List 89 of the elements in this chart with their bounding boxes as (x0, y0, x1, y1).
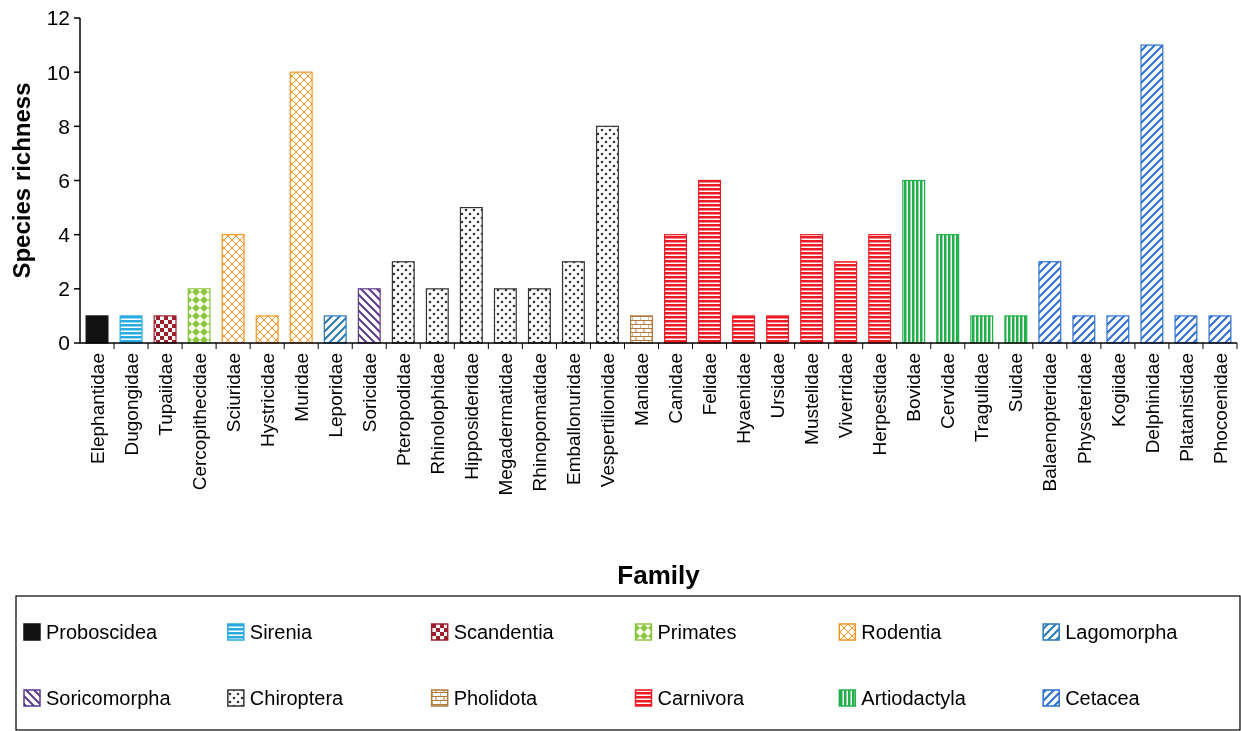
x-tick-label: Balaenopteridae (1039, 353, 1061, 492)
legend-label: Scandentia (453, 621, 555, 643)
bar (255, 315, 279, 344)
bar (1140, 44, 1164, 344)
bar (323, 315, 347, 344)
x-tick-label: Hystricidae (256, 353, 278, 447)
x-tick-label: Hipposideridae (460, 353, 482, 480)
bar (664, 234, 687, 344)
x-tick-label: Hyaenidae (733, 353, 755, 444)
bar (119, 315, 143, 344)
x-tick-label: Bovidae (903, 353, 925, 422)
bar (630, 315, 653, 344)
y-tick-label: 6 (58, 168, 70, 192)
bar (732, 315, 756, 344)
x-tick-label: Tupaiidae (154, 353, 176, 436)
legend-label: Soricomorpha (46, 687, 172, 709)
x-tick-label: Suidae (1005, 353, 1027, 413)
x-tick-label: Platanistidae (1175, 353, 1197, 462)
bar (1072, 315, 1096, 344)
x-tick-label: Soricidae (358, 353, 380, 433)
legend-label: Cetacea (1065, 687, 1141, 709)
x-tick-label: Felidae (699, 353, 721, 416)
legend-label: Proboscidea (46, 621, 159, 643)
legend-label: Rodentia (861, 621, 943, 643)
bar (766, 315, 790, 344)
legend-label: Primates (657, 621, 737, 643)
legend-label: Lagomorpha (1065, 621, 1179, 643)
x-tick-label: Rhinolophidae (426, 353, 448, 475)
legend-label: Chiroptera (249, 687, 345, 709)
bar (1106, 315, 1130, 344)
y-axis-title: Species richness (8, 82, 35, 279)
x-tick-label: Muridae (290, 353, 312, 422)
bar (493, 288, 517, 344)
x-axis-title: Family (617, 560, 701, 590)
bar (1174, 315, 1198, 344)
x-tick-label: Megadermatidae (495, 353, 517, 496)
x-tick-label: Emballonuridae (563, 353, 585, 486)
x-tick-label: Ursidae (767, 353, 789, 419)
y-tick-label: 0 (58, 331, 70, 355)
legend-label: Sirenia (249, 621, 313, 643)
bar (595, 125, 619, 344)
x-tick-label: Phocoenidae (1209, 353, 1231, 464)
bar (425, 288, 449, 344)
bar (970, 315, 994, 344)
bar (1208, 315, 1232, 344)
x-tick-label: Canidae (665, 353, 687, 424)
legend-label: Artiodactyla (861, 687, 967, 709)
x-tick-label: Viverridae (835, 353, 857, 439)
y-tick-label: 2 (58, 277, 70, 301)
x-tick-label: Pteropodidae (392, 353, 414, 467)
bar (459, 206, 483, 344)
bar (391, 261, 415, 344)
x-tick-label: Physeteridae (1073, 353, 1095, 464)
legend-label: Pholidota (453, 687, 538, 709)
legend-label: Carnivora (657, 687, 746, 709)
x-tick-label: Sciuridae (222, 353, 244, 433)
x-tick-label: Cercopithecidae (188, 353, 210, 491)
x-tick-label: Manidae (631, 353, 653, 426)
bar (357, 288, 381, 344)
bar (936, 234, 960, 344)
bar (187, 288, 211, 344)
bar (561, 261, 585, 344)
x-tick-label: Mustelidae (801, 353, 823, 445)
x-tick-label: Rhinopomatidae (529, 353, 551, 492)
x-tick-label: Cervidae (937, 353, 959, 430)
bar (527, 288, 551, 344)
bar (1038, 261, 1062, 344)
bar (289, 71, 313, 344)
y-tick-label: 12 (46, 6, 70, 30)
y-tick-label: 10 (46, 60, 70, 84)
x-tick-label: Kogiidae (1107, 353, 1129, 427)
x-tick-label: Dugongidae (120, 353, 142, 456)
bar (868, 234, 892, 344)
x-tick-label: Herpestidae (869, 353, 891, 456)
bar (834, 261, 858, 344)
bar (902, 179, 926, 344)
x-tick-label: Tragulidae (971, 353, 993, 443)
bar (698, 179, 722, 344)
bar (1004, 315, 1028, 344)
bar (85, 315, 109, 344)
bar (153, 315, 177, 344)
x-tick-label: Leporidae (324, 353, 346, 438)
x-tick-label: Vespertilionidae (597, 353, 619, 488)
x-tick-label: Elephantidae (86, 353, 108, 464)
y-tick-label: 4 (58, 223, 71, 247)
y-tick-label: 8 (58, 114, 70, 138)
bar (800, 234, 824, 344)
bar (221, 234, 245, 344)
x-tick-label: Delphinidae (1141, 353, 1163, 454)
